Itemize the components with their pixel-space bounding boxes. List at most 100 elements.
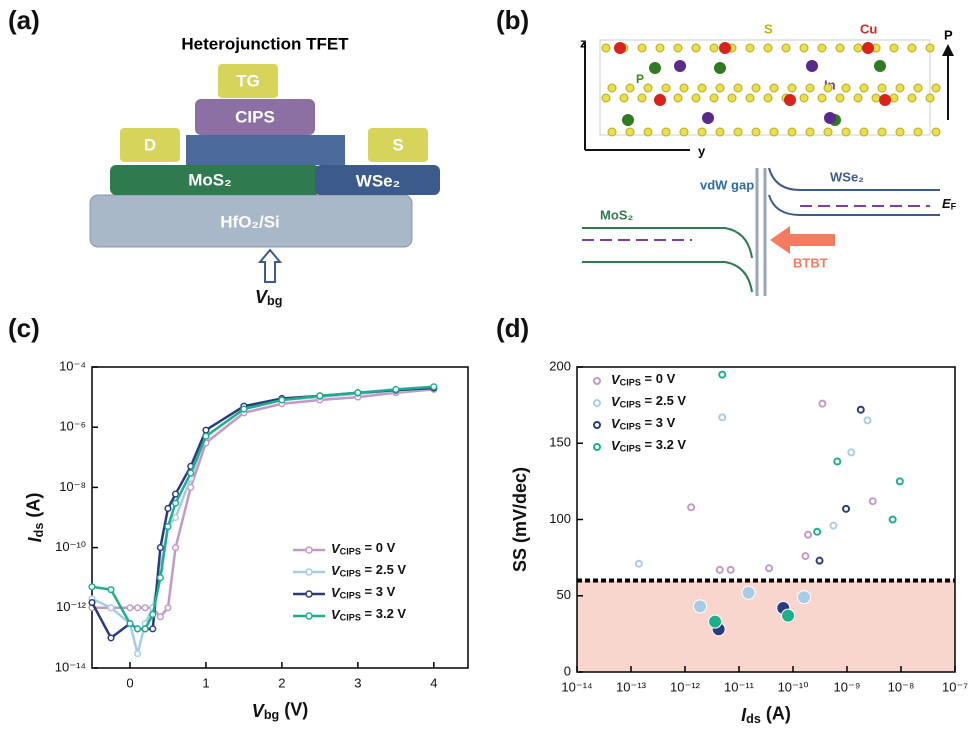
marker [188, 470, 194, 476]
layer-label: S [392, 135, 403, 154]
legend-label: VCIPS = 2.5 V [611, 393, 686, 410]
atom [626, 128, 634, 136]
mos2-band [582, 262, 752, 292]
atom [878, 84, 886, 92]
marker [203, 427, 209, 433]
atom [702, 112, 714, 124]
atom [926, 94, 934, 102]
series-line [92, 388, 434, 638]
atom [854, 44, 862, 52]
atom [608, 128, 616, 136]
y-tick-label: 10⁻⁶ [59, 419, 86, 434]
legend-label: VCIPS = 0 V [331, 540, 396, 557]
atom [932, 84, 940, 92]
point [817, 558, 823, 564]
marker [241, 406, 247, 412]
atom [842, 84, 850, 92]
series-line [92, 389, 434, 616]
point [636, 561, 642, 567]
atom [872, 94, 880, 102]
atom [622, 114, 634, 126]
marker [150, 626, 156, 632]
point [802, 553, 808, 559]
point [782, 609, 795, 622]
atom [800, 94, 808, 102]
atom [746, 94, 754, 102]
y-axis-label: Ids (A) [23, 493, 46, 543]
atom [638, 44, 646, 52]
legend-marker [306, 613, 312, 619]
btbt-arrow [770, 226, 835, 254]
point [694, 600, 707, 613]
axis-name: y [698, 143, 706, 158]
y-tick-label: 10⁻¹² [56, 599, 87, 614]
x-tick-label: 10⁻⁷ [942, 679, 968, 694]
atom [692, 44, 700, 52]
marker [173, 491, 179, 497]
layer-label: MoS₂ [188, 170, 231, 189]
y-tick-label: 10⁻¹⁰ [55, 539, 86, 554]
point [719, 414, 725, 420]
atom [908, 94, 916, 102]
y-tick-label: 200 [549, 358, 571, 373]
atom [662, 84, 670, 92]
atom [818, 94, 826, 102]
y-tick-label: 100 [549, 511, 571, 526]
shaded-region [577, 581, 955, 673]
atom [620, 94, 628, 102]
atom [896, 128, 904, 136]
atom [824, 128, 832, 136]
atom [824, 112, 836, 124]
atom [674, 60, 686, 72]
atom [860, 84, 868, 92]
band-label: MoS₂ [600, 207, 633, 222]
marker [203, 433, 209, 439]
atom [728, 94, 736, 102]
marker [173, 545, 179, 551]
atom [698, 84, 706, 92]
legend-label: VCIPS = 3 V [331, 584, 396, 601]
atom [764, 44, 772, 52]
x-tick-label: 10⁻¹⁰ [778, 679, 809, 694]
atom [818, 44, 826, 52]
atom [680, 84, 688, 92]
atom-name: Cu [860, 21, 877, 36]
axis-name: z [580, 35, 587, 50]
marker [165, 605, 171, 611]
layer-label: HfO₂/Si [220, 212, 280, 231]
atom [914, 84, 922, 92]
point [742, 586, 755, 599]
atom [770, 84, 778, 92]
point [766, 565, 772, 571]
atom [764, 94, 772, 102]
atom [608, 84, 616, 92]
atom [788, 84, 796, 92]
atom [788, 128, 796, 136]
legend-marker [594, 378, 600, 384]
point [897, 478, 903, 484]
device-title: Heterojunction TFET [181, 34, 349, 53]
atom [824, 84, 832, 92]
marker [158, 575, 164, 581]
marker [173, 515, 179, 521]
atom [896, 84, 904, 92]
atom-name: P [636, 72, 644, 86]
atom [860, 128, 868, 136]
atom [710, 94, 718, 102]
band-label: BTBT [793, 255, 828, 270]
point [814, 529, 820, 535]
atom [752, 84, 760, 92]
atom [806, 60, 818, 72]
arrow-head [942, 44, 954, 56]
marker [431, 384, 437, 390]
atom [800, 44, 808, 52]
marker [108, 605, 114, 611]
marker [89, 584, 95, 590]
marker [279, 397, 285, 403]
point [805, 532, 811, 538]
y-tick-label: 0 [564, 663, 571, 678]
atom [908, 44, 916, 52]
x-tick-label: 10⁻¹⁴ [561, 679, 592, 694]
marker [158, 545, 164, 551]
atom [784, 94, 796, 106]
